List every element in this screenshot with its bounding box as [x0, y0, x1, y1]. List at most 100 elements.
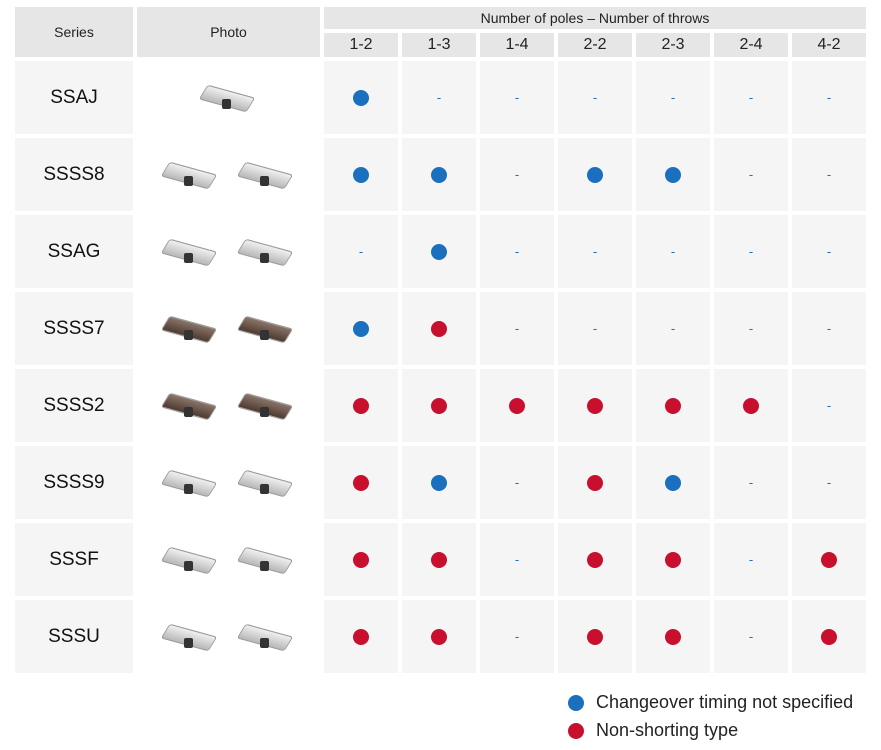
column-header-2-4: 2-4 [714, 33, 788, 57]
dash-text: - [748, 90, 754, 105]
switch-knob [183, 329, 193, 340]
series-cell: SSSF [15, 523, 133, 596]
value-cell: - [714, 600, 788, 673]
column-header-1-2: 1-2 [324, 33, 398, 57]
value-cell: - [636, 292, 710, 365]
value-cell [792, 523, 866, 596]
red-dot-icon [821, 628, 837, 645]
photo-cell [137, 61, 320, 134]
switch-knob [183, 406, 193, 417]
switch-photo-icon [232, 466, 302, 500]
red-dot-icon [821, 551, 837, 568]
value-cell [402, 369, 476, 442]
series-header: Series [15, 7, 133, 57]
value-cell: - [714, 61, 788, 134]
red-dot-icon [509, 397, 525, 414]
dash-text: - [670, 321, 676, 336]
switch-knob [183, 637, 193, 648]
dash-text: - [670, 90, 676, 105]
switch-photo-icon [232, 235, 302, 269]
switch-photo-icon [156, 620, 226, 654]
red-dot-icon [431, 551, 447, 568]
switch-knob [259, 406, 269, 417]
series-cell: SSSU [15, 600, 133, 673]
photo-cell [137, 292, 320, 365]
dash-text: - [826, 398, 832, 413]
value-cell [324, 138, 398, 211]
value-cell: - [480, 215, 554, 288]
value-cell: - [792, 446, 866, 519]
switch-photo-icon [232, 158, 302, 192]
value-cell [558, 138, 632, 211]
dash-text: - [436, 90, 442, 105]
dash-text: - [514, 629, 520, 644]
value-cell [324, 369, 398, 442]
value-cell: - [714, 138, 788, 211]
red-dot-icon [353, 628, 369, 645]
switch-knob [259, 483, 269, 494]
legend-label: Changeover timing not specified [596, 692, 854, 712]
red-dot-icon [353, 397, 369, 414]
value-cell: - [714, 215, 788, 288]
series-cell: SSSS7 [15, 292, 133, 365]
value-cell: - [558, 292, 632, 365]
value-cell: - [558, 215, 632, 288]
photo-cell [137, 369, 320, 442]
column-header-2-2: 2-2 [558, 33, 632, 57]
dash-text: - [514, 244, 520, 259]
series-cell: SSAG [15, 215, 133, 288]
switch-knob [221, 98, 231, 109]
red-dot-icon [587, 628, 603, 645]
value-cell: - [714, 292, 788, 365]
value-cell: - [792, 369, 866, 442]
red-dot-icon [568, 722, 584, 739]
value-cell [402, 446, 476, 519]
dash-text: - [748, 244, 754, 259]
switch-knob [183, 175, 193, 186]
value-cell [792, 600, 866, 673]
switch-photo-icon [156, 235, 226, 269]
value-cell [402, 138, 476, 211]
dash-text: - [748, 552, 754, 567]
blue-dot-icon [665, 166, 681, 183]
value-cell [324, 292, 398, 365]
legend-non-shorting: Non-shorting type [568, 720, 738, 741]
switch-photo-icon [156, 543, 226, 577]
value-cell: - [480, 600, 554, 673]
value-cell [402, 292, 476, 365]
value-cell [558, 600, 632, 673]
switch-photo-icon [232, 543, 302, 577]
photo-cell [137, 523, 320, 596]
value-cell [402, 215, 476, 288]
series-cell: SSSS2 [15, 369, 133, 442]
red-dot-icon [431, 397, 447, 414]
dash-text: - [826, 167, 832, 182]
dash-text: - [748, 475, 754, 490]
red-dot-icon [587, 474, 603, 491]
red-dot-icon [587, 397, 603, 414]
switch-knob [183, 252, 193, 263]
value-cell [402, 600, 476, 673]
column-header-2-3: 2-3 [636, 33, 710, 57]
value-cell: - [480, 523, 554, 596]
dash-text: - [358, 244, 364, 259]
column-header-4-2: 4-2 [792, 33, 866, 57]
value-cell [558, 523, 632, 596]
value-cell [324, 61, 398, 134]
value-cell: - [792, 215, 866, 288]
value-cell [324, 600, 398, 673]
value-cell: - [480, 61, 554, 134]
value-cell: - [792, 138, 866, 211]
poles-throws-header: Number of poles – Number of throws [324, 7, 866, 29]
value-cell [636, 523, 710, 596]
red-dot-icon [587, 551, 603, 568]
dash-text: - [748, 629, 754, 644]
value-cell: - [480, 138, 554, 211]
switch-photo-icon [232, 620, 302, 654]
dash-text: - [514, 167, 520, 182]
blue-dot-icon [665, 474, 681, 491]
photo-cell [137, 446, 320, 519]
switch-knob [259, 175, 269, 186]
value-cell: - [792, 292, 866, 365]
value-cell [402, 523, 476, 596]
